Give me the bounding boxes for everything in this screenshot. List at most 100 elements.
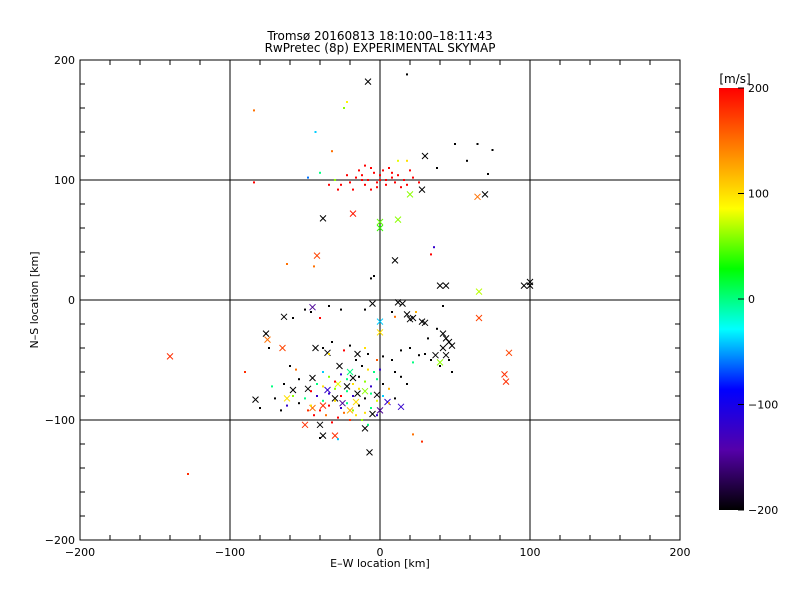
data-point-dot xyxy=(187,473,189,475)
data-point-dot xyxy=(286,263,288,265)
x-axis-label: E–W location [km] xyxy=(330,557,430,570)
data-point-dot xyxy=(409,169,411,172)
data-point-dot xyxy=(421,440,423,443)
data-point-dot xyxy=(394,371,396,373)
data-point-dot xyxy=(313,265,315,268)
data-point-dot xyxy=(361,419,363,421)
data-point-dot xyxy=(349,344,351,347)
data-point-cross xyxy=(520,282,528,289)
data-point-dot xyxy=(376,359,378,361)
data-point-dot xyxy=(415,311,417,313)
data-point-dot xyxy=(385,179,387,181)
data-point-dot xyxy=(352,395,354,397)
data-point-dot xyxy=(370,188,372,191)
data-point-cross xyxy=(436,359,444,366)
data-point-dot xyxy=(418,354,420,357)
data-point-dot xyxy=(283,383,285,385)
data-point-dot xyxy=(400,186,402,189)
data-point-cross xyxy=(352,398,360,406)
data-point-cross xyxy=(166,353,174,360)
chart-title: Tromsø 20160813 18:10:00–18:11:43 xyxy=(266,29,492,43)
data-point-dot xyxy=(364,397,366,400)
data-point-cross xyxy=(369,300,376,307)
data-point-cross xyxy=(391,257,399,264)
y-tick-label: 100 xyxy=(54,174,75,187)
data-point-dot xyxy=(310,311,312,313)
data-point-dot xyxy=(491,149,494,151)
data-point-dot xyxy=(328,404,330,407)
colorbar-tick-label: 200 xyxy=(748,82,769,95)
data-point-cross xyxy=(432,351,439,359)
data-point-dot xyxy=(379,179,381,181)
data-point-cross xyxy=(373,391,381,399)
data-point-dot xyxy=(346,378,348,381)
data-point-cross xyxy=(376,224,384,232)
data-point-cross xyxy=(369,410,376,418)
data-point-dot xyxy=(352,188,354,191)
x-tick-label: 200 xyxy=(670,546,691,559)
data-point-cross xyxy=(309,374,316,382)
data-point-cross xyxy=(361,425,369,432)
data-point-dot xyxy=(340,395,342,397)
data-point-dot xyxy=(298,378,300,381)
data-point-dot xyxy=(346,402,348,405)
data-point-dot xyxy=(391,311,393,313)
data-point-dot xyxy=(328,375,330,378)
data-point-dot xyxy=(364,380,366,383)
data-point-cross xyxy=(475,288,483,295)
data-point-dot xyxy=(370,392,372,395)
data-point-dot xyxy=(313,414,315,417)
data-point-dot xyxy=(286,404,288,407)
data-point-dot xyxy=(319,409,321,412)
data-point-dot xyxy=(382,395,384,397)
data-point-dot xyxy=(406,383,408,385)
y-tick-label: −100 xyxy=(45,414,75,427)
data-point-dot xyxy=(328,183,330,186)
data-point-dot xyxy=(376,181,378,184)
data-point-dot xyxy=(292,395,294,397)
data-point-dot xyxy=(430,253,432,256)
data-point-dot xyxy=(244,371,246,373)
data-point-dot xyxy=(382,383,384,385)
data-point-dot xyxy=(370,385,372,388)
data-point-cross xyxy=(336,362,343,370)
axis-ticks xyxy=(79,59,681,541)
data-point-dot xyxy=(337,188,339,191)
data-point-dot xyxy=(388,387,390,390)
data-point-dot xyxy=(382,169,384,172)
data-point-dot xyxy=(295,368,297,371)
data-point-cross xyxy=(376,318,384,325)
y-tick-label: −200 xyxy=(45,534,75,547)
data-point-cross xyxy=(361,387,369,395)
data-point-dot xyxy=(436,327,438,330)
data-point-cross xyxy=(312,344,319,352)
data-point-dot xyxy=(397,174,399,177)
data-point-dot xyxy=(391,359,393,361)
data-point-dot xyxy=(451,371,453,373)
data-point-cross xyxy=(349,374,357,382)
data-point-cross xyxy=(354,390,361,397)
data-point-dot xyxy=(340,373,342,376)
data-point-dot xyxy=(361,365,363,367)
data-point-dot xyxy=(388,167,390,169)
data-point-dot xyxy=(346,101,348,103)
data-point-dot xyxy=(367,353,369,355)
data-point-dot xyxy=(424,353,426,355)
data-point-dot xyxy=(349,181,351,184)
data-point-dot xyxy=(304,308,306,311)
data-point-dot xyxy=(253,109,255,112)
chart-subtitle: RwPretec (8p) EXPERIMENTAL SKYMAP xyxy=(265,41,496,55)
data-point-dot xyxy=(466,159,468,162)
data-point-cross xyxy=(501,371,508,378)
colorbar-tick-label: −200 xyxy=(748,504,778,517)
x-tick-label: 100 xyxy=(520,546,541,559)
y-tick-label: 0 xyxy=(68,294,75,307)
data-point-cross xyxy=(418,186,426,193)
data-point-dot xyxy=(319,437,321,439)
data-point-cross xyxy=(421,319,429,327)
data-point-dot xyxy=(448,359,450,361)
colorbar-tick-label: 100 xyxy=(748,188,769,201)
data-point-cross xyxy=(376,218,384,226)
data-point-cross xyxy=(343,383,351,390)
